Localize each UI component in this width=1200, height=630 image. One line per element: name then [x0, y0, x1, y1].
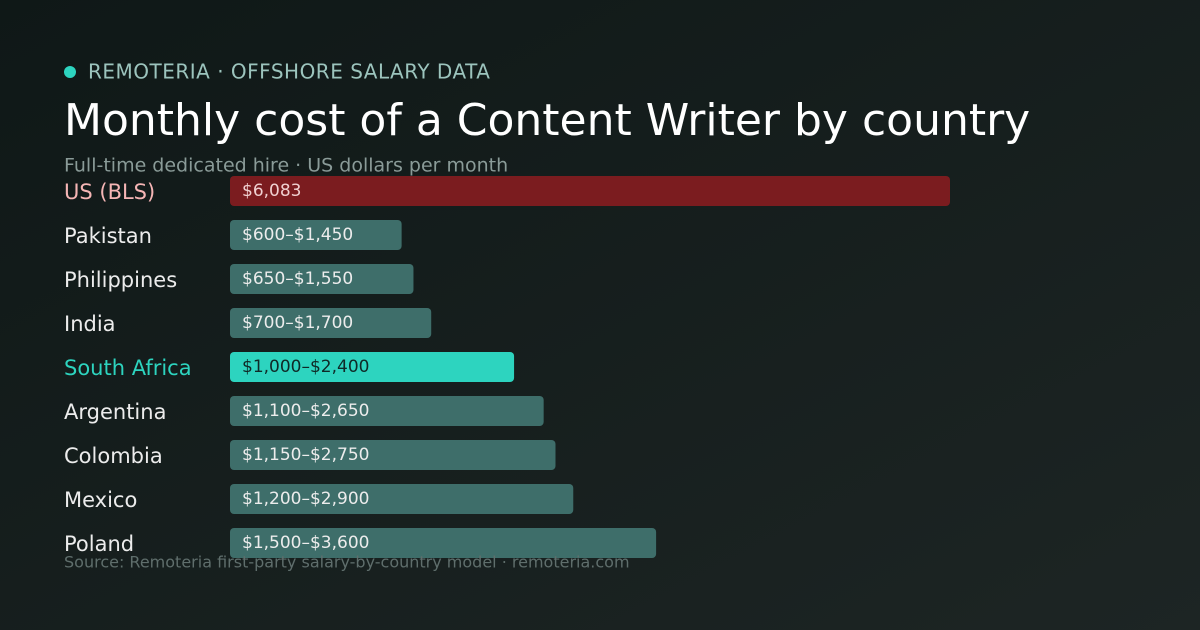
value-label-separator: – [301, 489, 310, 509]
value-label-high: $3,600 [310, 533, 369, 553]
value-label: $6,083 [242, 181, 301, 201]
value-label-low: $1,000 [242, 357, 301, 377]
source: Source: Remoteria first-party salary-by-… [64, 553, 630, 572]
value-label-separator: – [301, 533, 310, 553]
bar [230, 484, 574, 514]
value-label-low: $700 [242, 313, 285, 333]
value-label: $1,000–$2,400 [242, 357, 369, 377]
bar [230, 264, 414, 294]
chart-subtitle: Full-time dedicated hire · US dollars pe… [64, 155, 508, 177]
value-label-low: $1,150 [242, 445, 301, 465]
value-label-low: $1,500 [242, 533, 301, 553]
category-label: Mexico [64, 488, 137, 512]
value-label: $1,500–$3,600 [242, 533, 369, 553]
value-label-separator: – [301, 445, 310, 465]
value-label: $700–$1,700 [242, 313, 353, 333]
value-label-high: $2,650 [310, 401, 369, 421]
category-label: India [64, 312, 116, 336]
value-label: $650–$1,550 [242, 269, 353, 289]
value-label: $600–$1,450 [242, 225, 353, 245]
value-label: $1,150–$2,750 [242, 445, 369, 465]
value-label-separator: – [301, 401, 310, 421]
bar [230, 440, 556, 470]
bar [230, 176, 950, 206]
value-label: $1,200–$2,900 [242, 489, 369, 509]
bar [230, 220, 402, 250]
category-label: South Africa [64, 356, 192, 380]
chart-title: Monthly cost of a Content Writer by coun… [64, 95, 1030, 146]
value-label-high: $1,450 [294, 225, 353, 245]
bar [230, 396, 544, 426]
value-label-high: $2,750 [310, 445, 369, 465]
bar [230, 352, 515, 382]
category-label: US (BLS) [64, 180, 155, 204]
value-label-low: $1,200 [242, 489, 301, 509]
category-label: Poland [64, 532, 134, 556]
value-label-low: $650 [242, 269, 285, 289]
category-label: Colombia [64, 444, 163, 468]
kicker-dot [64, 66, 76, 78]
bar [230, 528, 657, 558]
kicker: REMOTERIA · OFFSHORE SALARY DATA [88, 60, 490, 84]
category-label: Pakistan [64, 224, 152, 248]
value-label-high: $6,083 [242, 181, 301, 201]
value-label-high: $2,400 [310, 357, 369, 377]
category-label: Argentina [64, 400, 166, 424]
value-label-separator: – [301, 357, 310, 377]
value-label-high: $2,900 [310, 489, 369, 509]
value-label-high: $1,700 [294, 313, 353, 333]
category-label: Philippines [64, 268, 177, 292]
value-label-separator: – [285, 313, 294, 333]
value-label-separator: – [285, 225, 294, 245]
value-label-high: $1,550 [294, 269, 353, 289]
bar [230, 308, 432, 338]
value-label-separator: – [285, 269, 294, 289]
value-label-low: $1,100 [242, 401, 301, 421]
value-label: $1,100–$2,650 [242, 401, 369, 421]
value-label-low: $600 [242, 225, 285, 245]
